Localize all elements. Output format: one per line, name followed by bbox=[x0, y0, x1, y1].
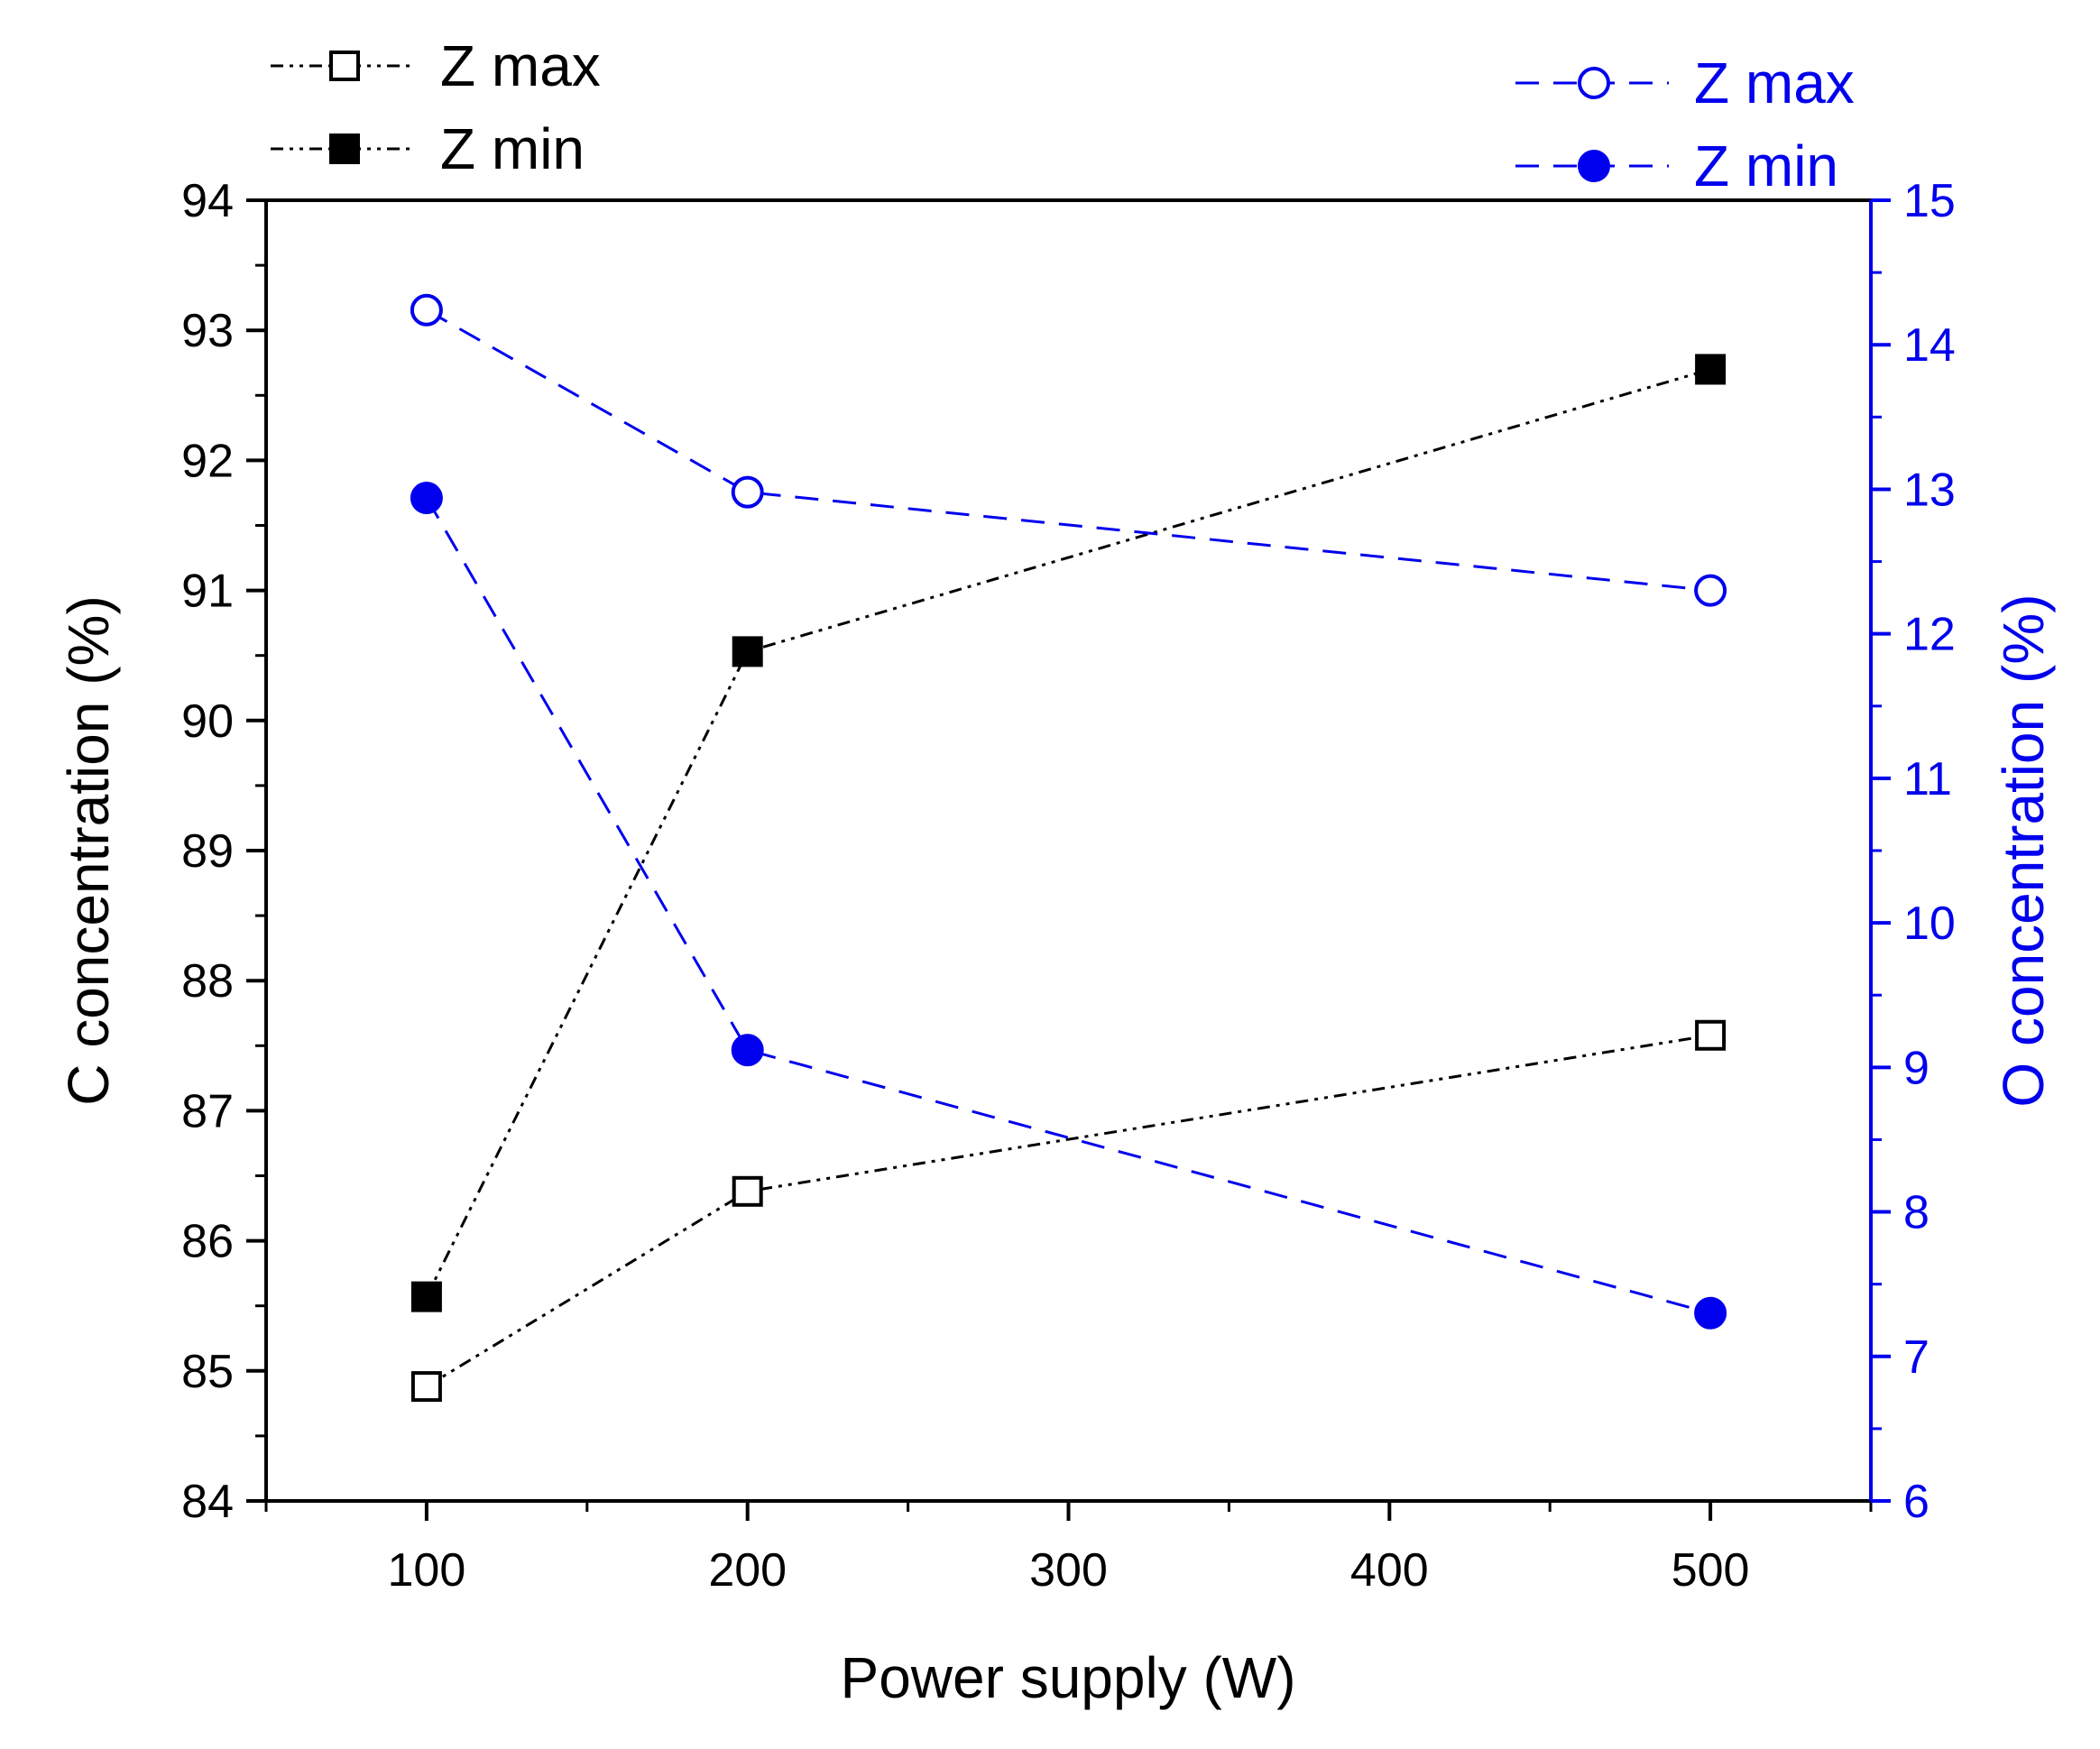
y-right-tick-label: 15 bbox=[1903, 175, 1956, 227]
data-point-2 bbox=[731, 475, 764, 509]
y-right-tick-label: 10 bbox=[1903, 898, 1956, 950]
data-point-0 bbox=[410, 1371, 442, 1403]
data-point-2 bbox=[410, 293, 443, 327]
legend-marker bbox=[329, 51, 360, 81]
y-right-tick-label: 7 bbox=[1903, 1331, 1930, 1384]
y-right-tick-label: 9 bbox=[1903, 1042, 1930, 1094]
data-point-2 bbox=[1694, 574, 1727, 607]
y-left-tick-label: 94 bbox=[181, 175, 234, 227]
legend-label: Z max bbox=[1694, 51, 1855, 115]
y-left-tick-label: 91 bbox=[181, 566, 234, 618]
y-left-tick-label: 88 bbox=[181, 955, 234, 1008]
y-right-tick-label: 13 bbox=[1903, 464, 1956, 516]
data-point-0 bbox=[732, 1175, 763, 1207]
y-axis-label-right: O concentration (%) bbox=[1991, 594, 2056, 1107]
y-left-tick-label: 86 bbox=[181, 1216, 234, 1268]
y-left-tick-label: 87 bbox=[181, 1085, 234, 1137]
y-left-tick-label: 92 bbox=[181, 435, 234, 487]
legend-label: Z max bbox=[440, 33, 601, 98]
legend-marker bbox=[1578, 150, 1610, 182]
y-left-tick-label: 89 bbox=[181, 825, 234, 878]
x-axis-label: Power supply (W) bbox=[841, 1645, 1296, 1710]
x-tick-label: 100 bbox=[388, 1544, 466, 1597]
y-axis-label-left: C concentration (%) bbox=[56, 595, 121, 1106]
y-right-tick-label: 6 bbox=[1903, 1476, 1930, 1528]
data-point-3 bbox=[731, 1034, 764, 1067]
series-line-1 bbox=[425, 368, 1711, 1298]
y-right-tick-label: 14 bbox=[1903, 319, 1956, 372]
x-tick-label: 500 bbox=[1672, 1544, 1750, 1597]
y-right-tick-label: 12 bbox=[1903, 609, 1956, 661]
plot-frame bbox=[264, 198, 1873, 1503]
data-point-3 bbox=[1694, 1296, 1727, 1330]
data-point-1 bbox=[1695, 354, 1727, 385]
y-left-tick-label: 93 bbox=[181, 305, 234, 357]
x-tick-label: 400 bbox=[1350, 1544, 1429, 1597]
y-left-tick-label: 85 bbox=[181, 1346, 234, 1398]
data-point-1 bbox=[410, 1281, 442, 1312]
series-line-3 bbox=[425, 497, 1711, 1315]
y-left-tick-label: 90 bbox=[181, 695, 234, 748]
y-right-tick-label: 11 bbox=[1903, 753, 1952, 805]
y-right-tick-label: 8 bbox=[1903, 1187, 1930, 1239]
legend-label: Z min bbox=[1694, 133, 1838, 198]
series-line-2 bbox=[426, 308, 1711, 593]
legend-marker bbox=[1578, 67, 1610, 99]
data-point-0 bbox=[1695, 1019, 1727, 1051]
x-tick-label: 200 bbox=[708, 1544, 787, 1597]
x-tick-label: 300 bbox=[1029, 1544, 1108, 1597]
data-point-1 bbox=[732, 636, 763, 667]
legend-label: Z min bbox=[440, 116, 585, 181]
legend-marker bbox=[329, 133, 360, 164]
y-left-tick-label: 84 bbox=[181, 1476, 234, 1528]
data-point-3 bbox=[410, 482, 443, 515]
series-line-0 bbox=[426, 1034, 1711, 1388]
